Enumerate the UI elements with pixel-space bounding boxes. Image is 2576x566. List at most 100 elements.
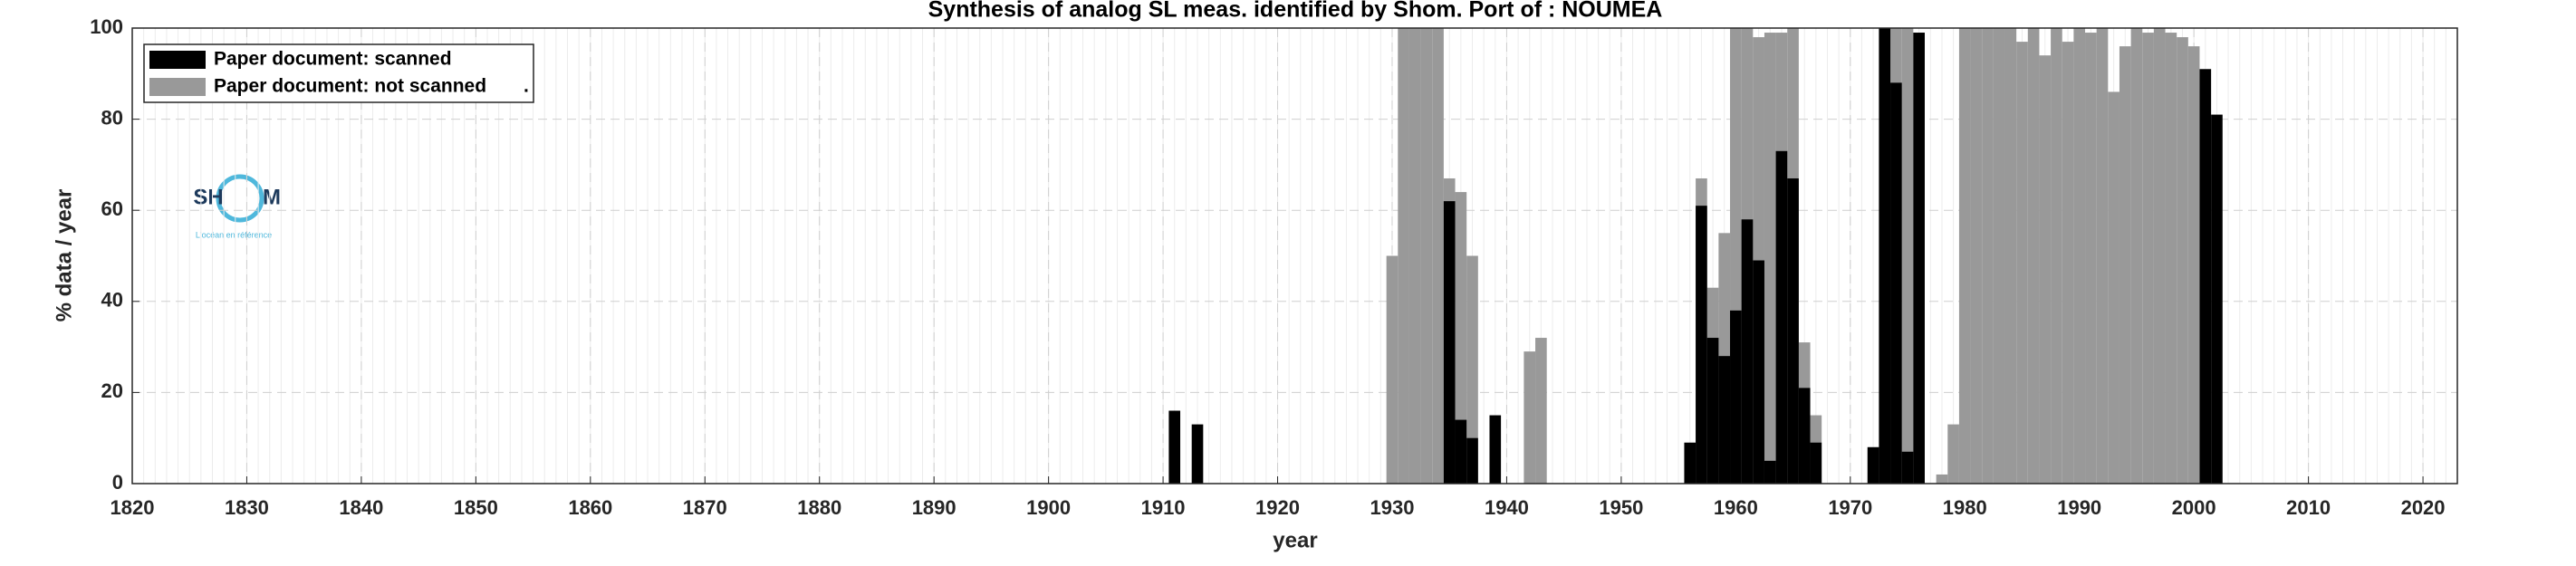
bar — [1879, 28, 1891, 484]
bar — [1901, 451, 1914, 484]
legend-swatch — [149, 78, 206, 96]
logo-text: M — [263, 185, 281, 209]
bar — [1718, 356, 1731, 484]
x-tick-label: 1880 — [797, 496, 841, 519]
bar — [1741, 219, 1754, 484]
x-tick-label: 1930 — [1370, 496, 1415, 519]
x-tick-label: 1950 — [1599, 496, 1643, 519]
y-tick-label: 40 — [101, 289, 123, 312]
x-tick-label: 1900 — [1026, 496, 1071, 519]
x-tick-label: 2010 — [2286, 496, 2331, 519]
bar — [1901, 28, 1914, 484]
bar — [2073, 28, 2086, 484]
x-tick-label: 1850 — [454, 496, 498, 519]
bar — [1398, 28, 1409, 484]
bar — [1696, 206, 1707, 484]
legend: Paper document: scanned Paper document: n… — [143, 43, 534, 103]
bar — [1191, 424, 1204, 484]
bar — [1913, 33, 1925, 484]
bar — [1420, 28, 1433, 484]
x-tick-label: 1840 — [339, 496, 383, 519]
bar — [2199, 69, 2212, 484]
bar — [1168, 410, 1181, 484]
bar — [1936, 474, 1948, 484]
bar — [1764, 460, 1776, 484]
bar — [2211, 114, 2223, 484]
bar — [1982, 28, 1994, 484]
bar — [1489, 415, 1502, 484]
bar — [2153, 28, 2166, 484]
x-tick-label: 1830 — [225, 496, 269, 519]
x-tick-label: 1890 — [912, 496, 956, 519]
bar — [2016, 42, 2028, 484]
bar — [1787, 177, 1799, 484]
bar — [2119, 46, 2131, 484]
bar — [1535, 338, 1547, 484]
bar — [1775, 150, 1788, 484]
y-tick-label: 0 — [112, 471, 123, 494]
bar — [1947, 424, 1959, 484]
x-tick-label: 1970 — [1828, 496, 1872, 519]
bar — [2096, 28, 2109, 484]
legend-label: Paper document: scanned — [214, 49, 452, 70]
x-tick-label: 1980 — [1943, 496, 1987, 519]
bar — [2062, 42, 2074, 484]
bar — [1455, 419, 1467, 484]
x-tick-label: 1940 — [1485, 496, 1529, 519]
bar — [2027, 28, 2040, 484]
bar — [2051, 28, 2062, 484]
y-tick-label: 60 — [101, 197, 123, 220]
x-tick-label: 1990 — [2057, 496, 2101, 519]
bar — [1443, 201, 1456, 484]
y-tick-label: 100 — [90, 15, 123, 38]
y-tick-label: 80 — [101, 106, 123, 129]
logo-ring — [216, 174, 264, 223]
bar — [1764, 33, 1776, 484]
bar — [2039, 55, 2052, 484]
x-tick-label: 1920 — [1255, 496, 1300, 519]
bar — [1432, 28, 1444, 484]
bar — [1455, 192, 1467, 484]
legend-box — [143, 43, 534, 103]
bar — [2130, 28, 2143, 484]
logo: SH M L'océan en référence — [193, 174, 281, 239]
plot-frame — [131, 27, 2458, 484]
bar — [1466, 437, 1478, 484]
bar — [1810, 442, 1822, 484]
x-tick-label: 1960 — [1714, 496, 1758, 519]
bar — [1798, 388, 1811, 484]
x-tick-label: 1820 — [111, 496, 155, 519]
bar — [1993, 28, 2005, 484]
legend-label: Paper document: not scanned — [214, 76, 486, 97]
x-axis-label: year — [1273, 528, 1317, 552]
bar — [1730, 310, 1742, 484]
bar — [1867, 446, 1879, 484]
x-tick-label: 2000 — [2172, 496, 2216, 519]
x-tick-label: 1870 — [683, 496, 727, 519]
bar — [2108, 91, 2119, 484]
bar — [1523, 351, 1536, 484]
y-axis-label: % data / year — [52, 189, 76, 322]
x-tick-label: 2020 — [2401, 496, 2446, 519]
bar — [1970, 28, 1983, 484]
bar — [2085, 33, 2097, 484]
x-tick-label: 1860 — [568, 496, 612, 519]
bar — [2165, 33, 2177, 484]
legend-swatch — [149, 51, 206, 69]
legend-suffix: . — [524, 76, 529, 97]
x-tick-label: 1910 — [1141, 496, 1186, 519]
bar — [1753, 260, 1764, 484]
bar — [1890, 82, 1902, 484]
bar — [1684, 442, 1697, 484]
bar — [2142, 33, 2154, 484]
y-tick-label: 20 — [101, 379, 123, 402]
bar — [1958, 28, 1971, 484]
bar — [1408, 28, 1421, 484]
bar — [2004, 28, 2017, 484]
chart-title: Synthesis of analog SL meas. identified … — [928, 0, 1663, 23]
bar — [2177, 37, 2188, 484]
logo-tagline: L'océan en référence — [196, 230, 272, 239]
bar — [2187, 46, 2200, 484]
logo-text: SH — [193, 185, 223, 209]
